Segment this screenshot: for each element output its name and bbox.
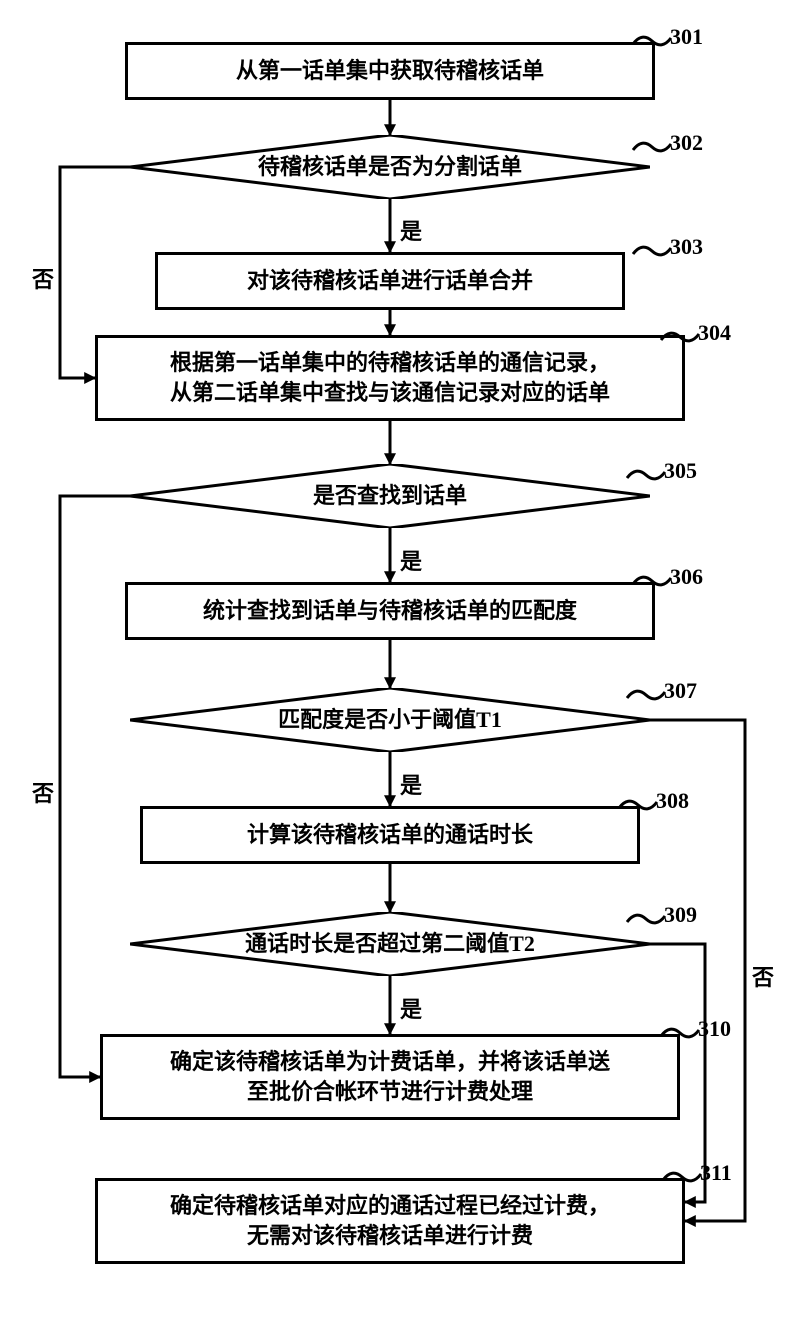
step-label-301: 301	[670, 24, 703, 50]
flow-node-n305: 是否查找到话单	[130, 464, 650, 528]
node-text-line: 确定该待稽核话单为计费话单，并将该话单送	[170, 1047, 610, 1077]
flow-node-n302: 待稽核话单是否为分割话单	[130, 135, 650, 199]
flow-node-n303: 对该待稽核话单进行话单合并	[155, 252, 625, 310]
tilde-icon	[626, 912, 666, 926]
node-text-line: 无需对该待稽核话单进行计费	[247, 1221, 533, 1251]
node-text: 通话时长是否超过第二阈值T2	[130, 912, 650, 976]
edge-label: 是	[400, 992, 422, 1024]
flow-node-n307: 匹配度是否小于阈值T1	[130, 688, 650, 752]
node-text-line: 计算该待稽核话单的通话时长	[247, 820, 533, 850]
edge-label: 否	[752, 960, 774, 992]
node-text-line: 至批价合帐环节进行计费处理	[247, 1077, 533, 1107]
tilde-icon	[632, 140, 672, 154]
node-text: 待稽核话单是否为分割话单	[130, 135, 650, 199]
step-label-303: 303	[670, 234, 703, 260]
tilde-icon	[660, 330, 700, 344]
tilde-icon	[626, 468, 666, 482]
flow-node-n301: 从第一话单集中获取待稽核话单	[125, 42, 655, 100]
tilde-icon	[632, 34, 672, 48]
node-text-line: 对该待稽核话单进行话单合并	[247, 266, 533, 296]
node-text-line: 从第二话单集中查找与该通信记录对应的话单	[170, 378, 610, 408]
tilde-icon	[626, 688, 666, 702]
flow-node-n311: 确定待稽核话单对应的通话过程已经过计费，无需对该待稽核话单进行计费	[95, 1178, 685, 1264]
flow-node-n310: 确定该待稽核话单为计费话单，并将该话单送至批价合帐环节进行计费处理	[100, 1034, 680, 1120]
edge-label: 否	[32, 776, 54, 808]
node-text-line: 从第一话单集中获取待稽核话单	[236, 56, 544, 86]
flow-node-n308: 计算该待稽核话单的通话时长	[140, 806, 640, 864]
flow-node-n304: 根据第一话单集中的待稽核话单的通信记录，从第二话单集中查找与该通信记录对应的话单	[95, 335, 685, 421]
tilde-icon	[660, 1026, 700, 1040]
step-label-302: 302	[670, 130, 703, 156]
node-text-line: 根据第一话单集中的待稽核话单的通信记录，	[170, 348, 610, 378]
tilde-icon	[632, 244, 672, 258]
step-label-310: 310	[698, 1016, 731, 1042]
node-text-line: 统计查找到话单与待稽核话单的匹配度	[203, 596, 577, 626]
edge-label: 否	[32, 262, 54, 294]
flow-node-n309: 通话时长是否超过第二阈值T2	[130, 912, 650, 976]
node-text: 匹配度是否小于阈值T1	[130, 688, 650, 752]
step-label-309: 309	[664, 902, 697, 928]
tilde-icon	[662, 1170, 702, 1184]
node-text-line: 确定待稽核话单对应的通话过程已经过计费，	[170, 1191, 610, 1221]
tilde-icon	[618, 798, 658, 812]
edge-label: 是	[400, 544, 422, 576]
step-label-304: 304	[698, 320, 731, 346]
flow-node-n306: 统计查找到话单与待稽核话单的匹配度	[125, 582, 655, 640]
step-label-308: 308	[656, 788, 689, 814]
step-label-307: 307	[664, 678, 697, 704]
node-text: 是否查找到话单	[130, 464, 650, 528]
edge-n305-n310	[60, 496, 130, 1077]
edge-label: 是	[400, 768, 422, 800]
step-label-305: 305	[664, 458, 697, 484]
step-label-311: 311	[700, 1160, 732, 1186]
tilde-icon	[632, 574, 672, 588]
edge-label: 是	[400, 214, 422, 246]
step-label-306: 306	[670, 564, 703, 590]
